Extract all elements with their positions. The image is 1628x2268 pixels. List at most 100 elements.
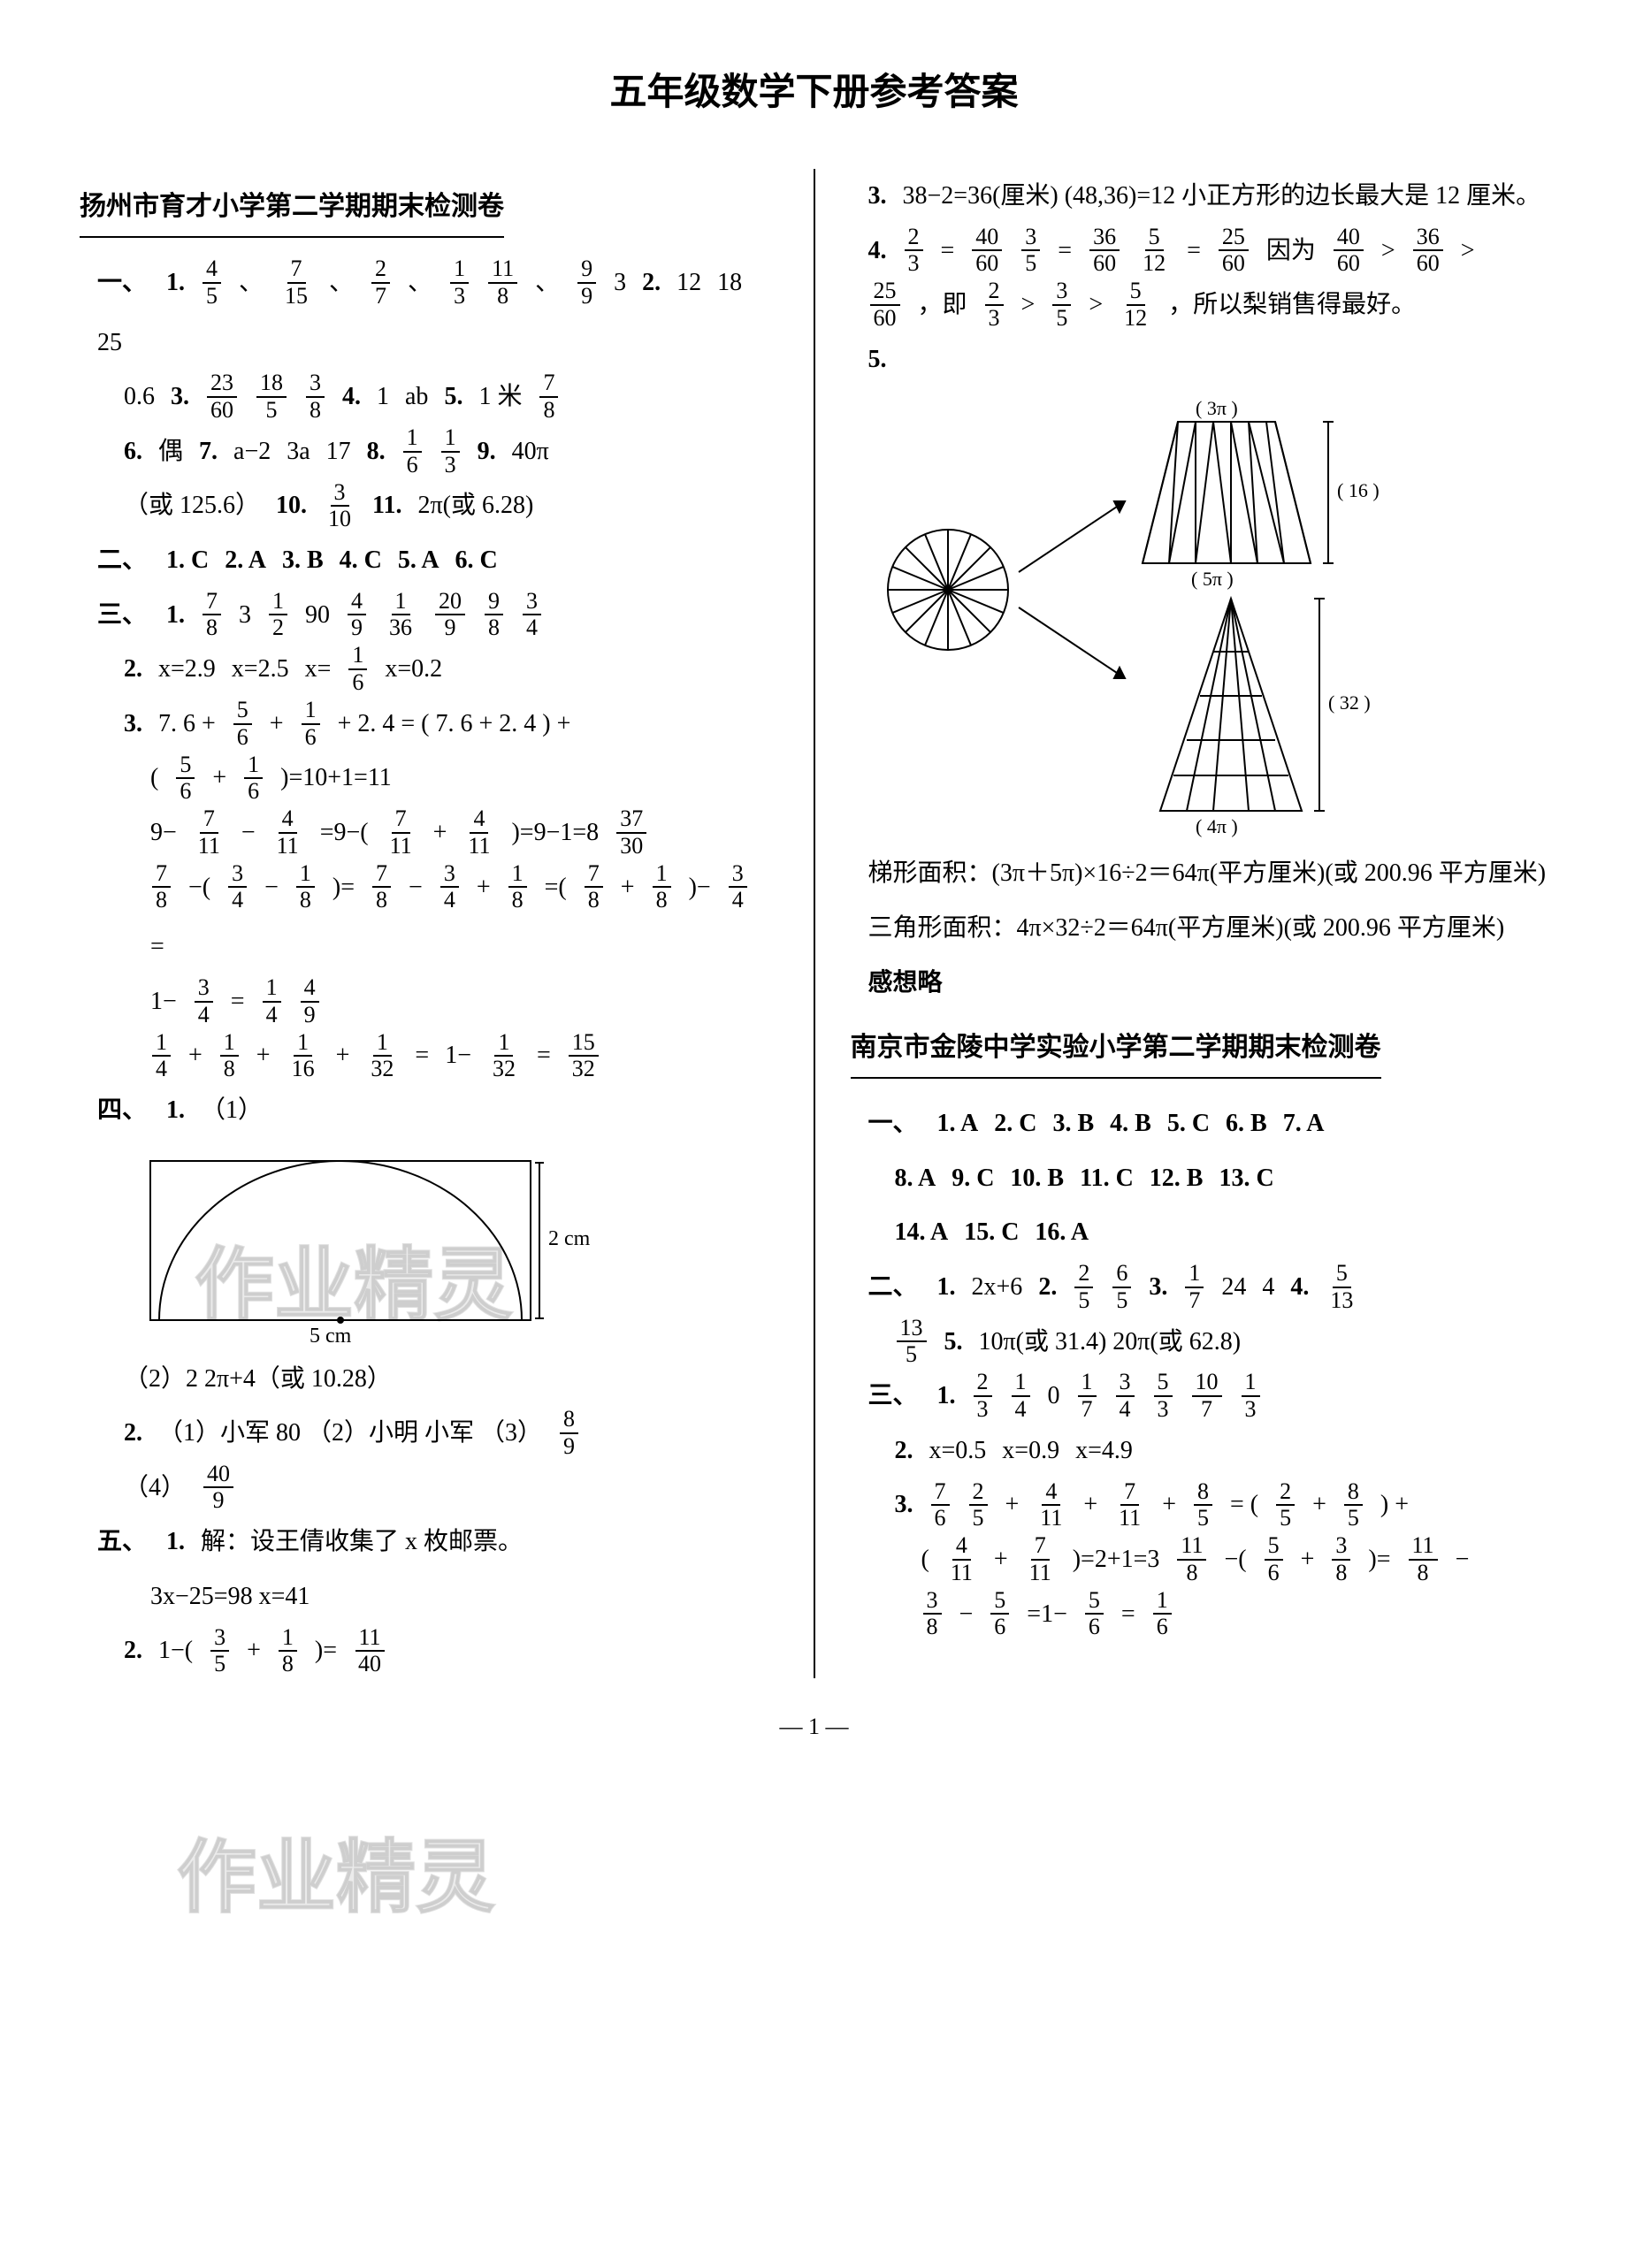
item-8-label: 8. [367, 424, 386, 479]
item-label: 3. [124, 697, 142, 752]
item-11-label: 11. [372, 478, 401, 533]
fraction: 513 [1326, 1261, 1357, 1313]
fraction: 34 [195, 975, 213, 1027]
op: > [1089, 278, 1103, 332]
item-2-label: 2. [642, 256, 661, 310]
text: 10π(或 31.4) 20π(或 62.8) [979, 1315, 1242, 1370]
fraction: 23 [985, 279, 1004, 331]
mcq: 13. C [1219, 1151, 1273, 1206]
value: 1 [377, 370, 389, 424]
sec3-row1: 三、 1. 78 3 12 90 49 136 209 98 34 [97, 588, 778, 643]
fraction: 17 [1078, 1370, 1097, 1422]
semicircle-diagram: 5 cm 2 cm [133, 1143, 778, 1347]
fraction: 136 [386, 589, 416, 641]
text: （1） [201, 1083, 263, 1138]
value: x=2.9 [158, 642, 216, 697]
op: + [212, 751, 226, 806]
fraction: 56 [990, 1588, 1009, 1640]
fraction: 18 [296, 861, 315, 913]
fraction: 85 [1194, 1479, 1212, 1531]
fraction: 711 [386, 806, 416, 859]
fraction: 116 [288, 1030, 318, 1082]
geometry-diagram: ( 3π ) ( 5π ) ( 16 ) ( 4π ) ( 32 ) [851, 395, 1549, 837]
nj-s3-row5: 38 − 56 =1− 56 = 16 [921, 1587, 1549, 1642]
op: + [256, 1028, 271, 1083]
fraction: 107 [1192, 1370, 1222, 1422]
mcq: 14. A [895, 1205, 949, 1260]
fraction: 65 [1112, 1261, 1131, 1313]
fraction: 49 [301, 975, 319, 1027]
op: + [188, 1028, 203, 1083]
op: − [1456, 1532, 1470, 1587]
fraction: 4060 [972, 225, 1002, 277]
text: 7. 6 + [158, 697, 216, 752]
nj-s1-row2: 8. A 9. C 10. B 11. C 12. B 13. C [895, 1151, 1549, 1206]
fraction: 78 [203, 589, 221, 641]
fraction: 13 [441, 425, 460, 477]
fraction: 25 [1276, 1479, 1295, 1531]
fraction: 2560 [870, 279, 900, 331]
item-label: 2. [124, 1406, 142, 1461]
value: 3 [614, 256, 626, 310]
fraction: 35 [1052, 279, 1071, 331]
fraction: 4060 [1334, 225, 1364, 277]
value: 18 [717, 256, 742, 310]
text: 1− [150, 974, 177, 1029]
svg-text:( 16 ): ( 16 ) [1337, 479, 1380, 501]
item-9-label: 9. [478, 424, 496, 479]
text: )= [1368, 1532, 1390, 1587]
mcq: 4. B [1110, 1096, 1151, 1151]
text: ( [150, 751, 158, 806]
fraction: 132 [367, 1030, 397, 1082]
text: 1−( [158, 1623, 193, 1678]
fraction: 78 [585, 861, 603, 913]
fraction: 35 [210, 1625, 229, 1677]
fraction: 3660 [1089, 225, 1120, 277]
text: ( [921, 1532, 929, 1587]
op: + [477, 860, 491, 915]
mcq: 1. A [937, 1096, 979, 1151]
svg-text:( 4π ): ( 4π ) [1196, 815, 1238, 837]
fraction: 711 [1026, 1533, 1055, 1585]
fraction: 27 [371, 256, 390, 309]
op: > [1381, 224, 1395, 279]
op: = [1121, 1587, 1135, 1642]
value: x=4.9 [1075, 1424, 1133, 1478]
fraction: 411 [1036, 1479, 1066, 1531]
text: 38−2=36(厘米) (48,36)=12 小正方形的边长最大是 12 厘米。 [903, 169, 1541, 224]
svg-text:2 cm: 2 cm [548, 1227, 591, 1250]
op: + [1301, 1532, 1315, 1587]
fraction: 14 [1012, 1370, 1030, 1422]
r4-row2: 2560 ，即 23 > 35 > 512 ，所以梨销售得最好。 [868, 278, 1549, 332]
text: )=2+1=3 [1073, 1532, 1160, 1587]
op: + [247, 1623, 261, 1678]
item-label: 1. [937, 1369, 956, 1424]
text: )= [315, 1623, 337, 1678]
value: 偶 [158, 424, 183, 479]
fraction: 409 [203, 1462, 233, 1514]
fraction: 56 [176, 752, 195, 805]
item-label: 1. [166, 1515, 185, 1569]
item-10-label: 10. [276, 478, 307, 533]
sec3-line6: 14 + 18 + 116 + 132 = 1− 132 = 1532 [150, 1028, 778, 1083]
op: > [1021, 278, 1036, 332]
value: （或 125.6） [124, 478, 260, 533]
value: x=0.2 [385, 642, 442, 697]
op: − [264, 860, 279, 915]
svg-text:( 5π ): ( 5π ) [1191, 568, 1234, 590]
fraction: 16 [348, 643, 367, 695]
r4-row1: 4. 23 = 4060 35 = 3660 512 = 2560 因为 406… [868, 224, 1549, 279]
fraction: 310 [325, 480, 355, 532]
mcq: 6. B [1226, 1096, 1267, 1151]
op: − [241, 806, 256, 860]
value: 3 [239, 588, 251, 643]
text: =1− [1027, 1587, 1067, 1642]
text: −( [1224, 1532, 1246, 1587]
svg-text:5 cm: 5 cm [310, 1325, 352, 1347]
fraction: 13 [450, 256, 469, 309]
text: 解：设王倩收集了 x 枚邮票。 [201, 1515, 523, 1569]
nj-sec1-label: 一、 [868, 1096, 918, 1151]
sec1-row4: （或 125.6） 10. 310 11. 2π(或 6.28) [124, 478, 778, 533]
mcq: 11. C [1080, 1151, 1134, 1206]
fraction: 34 [523, 589, 541, 641]
